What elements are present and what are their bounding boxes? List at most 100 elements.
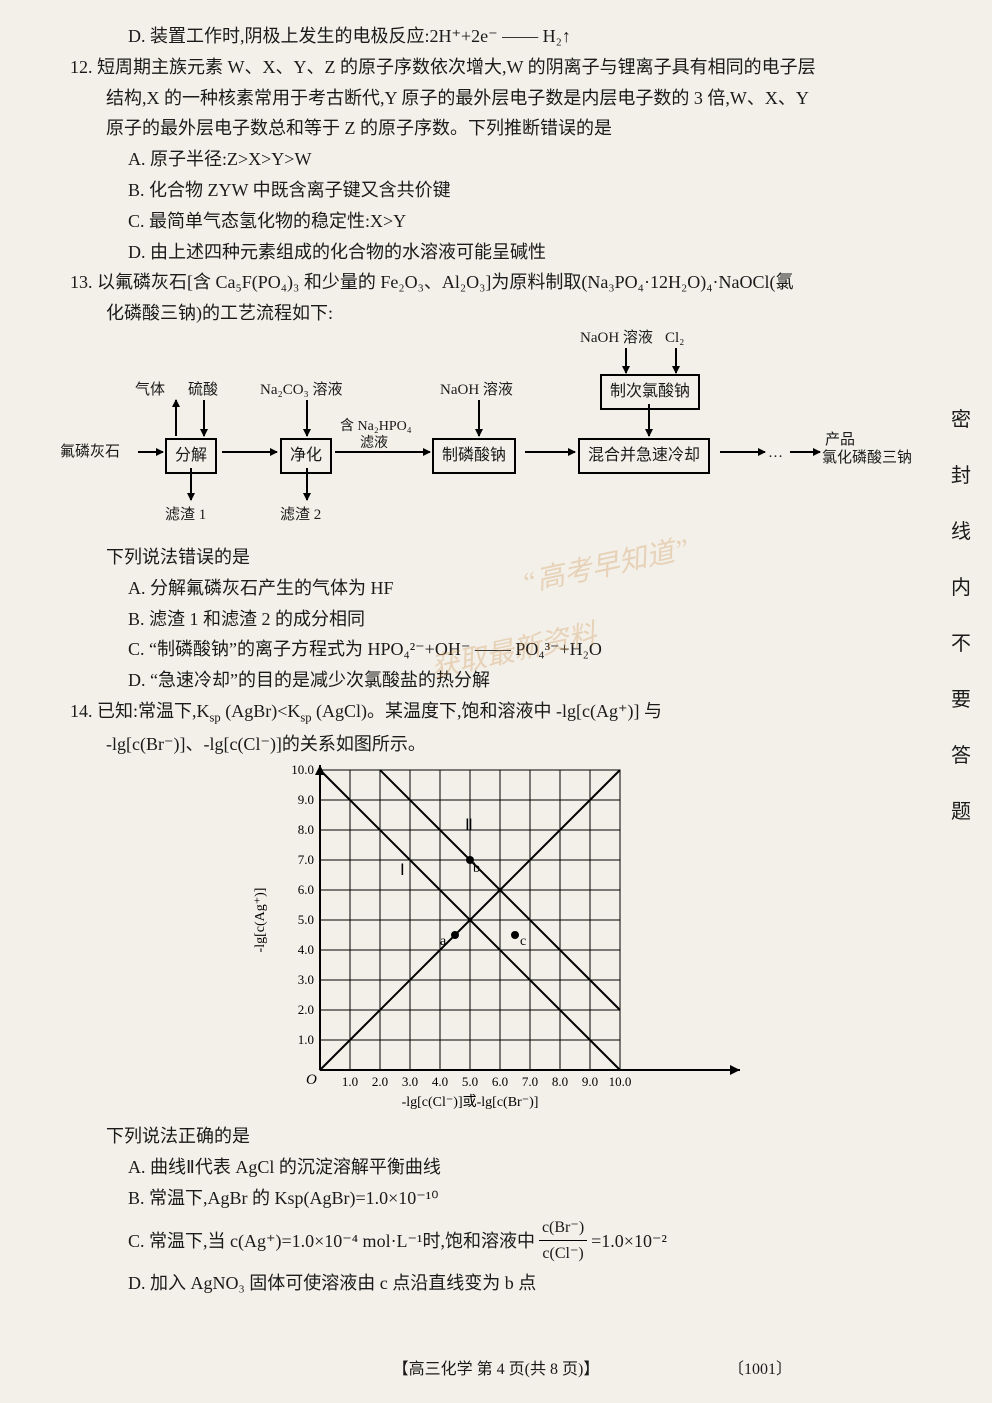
arrow	[222, 451, 277, 453]
side-char: 线	[948, 516, 974, 548]
q12-option-b: B. 化合物 ZYW 中既含离子键又含共价键	[128, 176, 912, 205]
q13-stem-line1: 13. 以氟磷灰石[含 Ca₅F(PO₄)₃ 和少量的 Fe₂O₃、Al₂O₃]…	[70, 268, 912, 297]
chart-point-c-label: c	[520, 934, 526, 949]
exam-page: D. 装置工作时,阴极上发生的电极反应:2H⁺+2e⁻ —— H₂↑ 12. 短…	[0, 0, 992, 1403]
q13-option-a: A. 分解氟磷灰石产生的气体为 HF	[128, 574, 912, 603]
q14-chart: -lg[c(Ag⁺)]	[250, 760, 912, 1120]
arrow	[138, 451, 163, 453]
svg-text:4.0: 4.0	[432, 1074, 448, 1089]
chart-origin: O	[306, 1072, 317, 1088]
chart-xlabel: -lg[c(Cl⁻)]或-lg[c(Br⁻)]	[402, 1094, 539, 1110]
q14-option-b: B. 常温下,AgBr 的 Ksp(AgBr)=1.0×10⁻¹⁰	[128, 1184, 912, 1213]
svg-text:5.0: 5.0	[462, 1074, 478, 1089]
svg-text:2.0: 2.0	[372, 1074, 388, 1089]
chart-point-a	[451, 931, 459, 939]
q11-option-d: D. 装置工作时,阴极上发生的电极反应:2H⁺+2e⁻ —— H₂↑	[128, 22, 912, 51]
chart-point-a-label: a	[440, 934, 447, 949]
q14-stem-1c: (AgCl)。某温度下,饱和溶液中 -lg[c(Ag⁺)] 与	[316, 701, 662, 721]
side-char: 要	[948, 684, 974, 716]
arrow	[790, 451, 820, 453]
arrow	[306, 400, 308, 436]
q14-option-d: D. 加入 AgNO₃ 固体可使溶液由 c 点沿直线变为 b 点	[128, 1269, 912, 1298]
arrow	[306, 468, 308, 500]
page-code: 〔1001〕	[728, 1357, 792, 1383]
svg-text:6.0: 6.0	[298, 882, 314, 897]
svg-text:3.0: 3.0	[402, 1074, 418, 1089]
q14-option-c-frac: c(Br⁻) c(Cl⁻)	[539, 1215, 587, 1267]
flow-mid-label2: 滤液	[360, 433, 388, 455]
q13-stem-1: 以氟磷灰石[含 Ca₅F(PO₄)₃ 和少量的 Fe₂O₃、Al₂O₃]为原料制…	[97, 272, 793, 292]
flow-top-in4a: NaOH 溶液	[580, 326, 653, 350]
side-char: 不	[948, 628, 974, 660]
arrow	[203, 400, 205, 436]
q12-number: 12.	[70, 57, 93, 77]
arrow	[478, 400, 480, 436]
svg-text:9.0: 9.0	[582, 1074, 598, 1089]
chart-line1-label: Ⅰ	[400, 862, 405, 879]
q13-option-c: C. “制磷酸钠”的离子方程式为 HPO₄²⁻+OH⁻ —— PO₄³⁻+H₂O	[128, 635, 912, 664]
chart-svg: -lg[c(Ag⁺)]	[250, 760, 770, 1120]
svg-text:4.0: 4.0	[298, 942, 314, 957]
side-char: 题	[948, 796, 974, 828]
svg-text:8.0: 8.0	[298, 822, 314, 837]
q14-stem-2: -lg[c(Br⁻)]、-lg[c(Cl⁻)]的关系如图所示。	[106, 730, 912, 759]
svg-text:5.0: 5.0	[298, 912, 314, 927]
page-code-value: 1001	[744, 1361, 776, 1378]
q14-option-a: A. 曲线Ⅱ代表 AgCl 的沉淀溶解平衡曲线	[128, 1153, 912, 1182]
flow-top-in4b: Cl₂	[665, 326, 684, 350]
chart-point-b-label: b	[473, 861, 480, 876]
arrow	[648, 404, 650, 436]
arrow	[625, 348, 627, 373]
chart-line2-label: Ⅱ	[465, 817, 473, 834]
svg-text:7.0: 7.0	[298, 852, 314, 867]
q13-option-d: D. “急速冷却”的目的是减少次氯酸盐的热分解	[128, 666, 912, 695]
arrow	[675, 348, 677, 373]
flow-residue2: 滤渣 2	[280, 503, 321, 527]
svg-text:7.0: 7.0	[522, 1074, 538, 1089]
chart-xticks: 1.0 2.0 3.0 4.0 5.0 6.0 7.0 8.0 9.0 10.0	[342, 1074, 632, 1089]
q12-option-d: D. 由上述四种元素组成的化合物的水溶液可能呈碱性	[128, 238, 912, 267]
arrow	[525, 451, 575, 453]
flow-out-label2: 氯化磷酸三钠	[822, 446, 912, 470]
sealing-line-text: 密 封 线 内 不 要 答 题	[948, 380, 974, 852]
svg-text:1.0: 1.0	[342, 1074, 358, 1089]
flow-dots: …	[768, 441, 783, 465]
frac-bot: c(Cl⁻)	[539, 1241, 586, 1267]
q14-stem-line1: 14. 已知:常温下,Ksp (AgBr)<Ksp (AgCl)。某温度下,饱和…	[70, 697, 912, 728]
flow-top-in1: 硫酸	[188, 378, 218, 402]
flow-node-5: 制次氯酸钠	[600, 374, 700, 410]
svg-text:10.0: 10.0	[609, 1074, 632, 1089]
q14-stem-1a: 已知:常温下,K	[97, 701, 210, 721]
page-footer: 【高三化学 第 4 页(共 8 页)】	[0, 1357, 992, 1383]
arrow	[190, 468, 192, 500]
chart-point-c	[511, 931, 519, 939]
q12-stem-2: 结构,X 的一种核素常用于考古断代,Y 原子的最外层电子数是内层电子数的 3 倍…	[106, 84, 912, 113]
q14-option-c-b: =1.0×10⁻²	[591, 1227, 667, 1256]
flow-node-3: 制磷酸钠	[432, 438, 516, 474]
svg-text:1.0: 1.0	[298, 1032, 314, 1047]
frac-top: c(Br⁻)	[539, 1215, 587, 1242]
svg-text:2.0: 2.0	[298, 1002, 314, 1017]
arrow	[720, 451, 765, 453]
q14-option-c: C. 常温下,当 c(Ag⁺)=1.0×10⁻⁴ mol·L⁻¹时,饱和溶液中 …	[128, 1215, 912, 1267]
svg-text:3.0: 3.0	[298, 972, 314, 987]
q13-flowchart: 氟磷灰石 分解 气体 硫酸 滤渣 1 净化 Na₂CO₃ 溶液 滤渣 2 含 N…	[100, 338, 912, 538]
arrow	[175, 400, 177, 436]
chart-ylabel: -lg[c(Ag⁺)]	[253, 888, 268, 953]
side-char: 密	[948, 404, 974, 436]
q12-option-c: C. 最简单气态氢化物的稳定性:X>Y	[128, 207, 912, 236]
svg-text:6.0: 6.0	[492, 1074, 508, 1089]
q13-number: 13.	[70, 272, 93, 292]
chart-yticks: 1.0 2.0 3.0 4.0 5.0 6.0 7.0 8.0 9.0 10.0	[291, 762, 314, 1047]
flow-top-in3: NaOH 溶液	[440, 378, 513, 402]
side-char: 内	[948, 572, 974, 604]
q12-stem-3: 原子的最外层电子数总和等于 Z 的原子序数。下列推断错误的是	[106, 114, 912, 143]
q12-stem-1: 短周期主族元素 W、X、Y、Z 的原子序数依次增大,W 的阴离子与锂离子具有相同…	[97, 57, 816, 77]
q14-stem-1b: (AgBr)<K	[225, 701, 300, 721]
side-char: 封	[948, 460, 974, 492]
q13-post: 下列说法错误的是	[106, 543, 912, 572]
q13-option-b: B. 滤渣 1 和滤渣 2 的成分相同	[128, 605, 912, 634]
q14-option-c-a: C. 常温下,当 c(Ag⁺)=1.0×10⁻⁴ mol·L⁻¹时,饱和溶液中	[128, 1227, 535, 1256]
q13-stem-2: 化磷酸三钠)的工艺流程如下:	[106, 299, 912, 328]
q14-post: 下列说法正确的是	[106, 1122, 912, 1151]
